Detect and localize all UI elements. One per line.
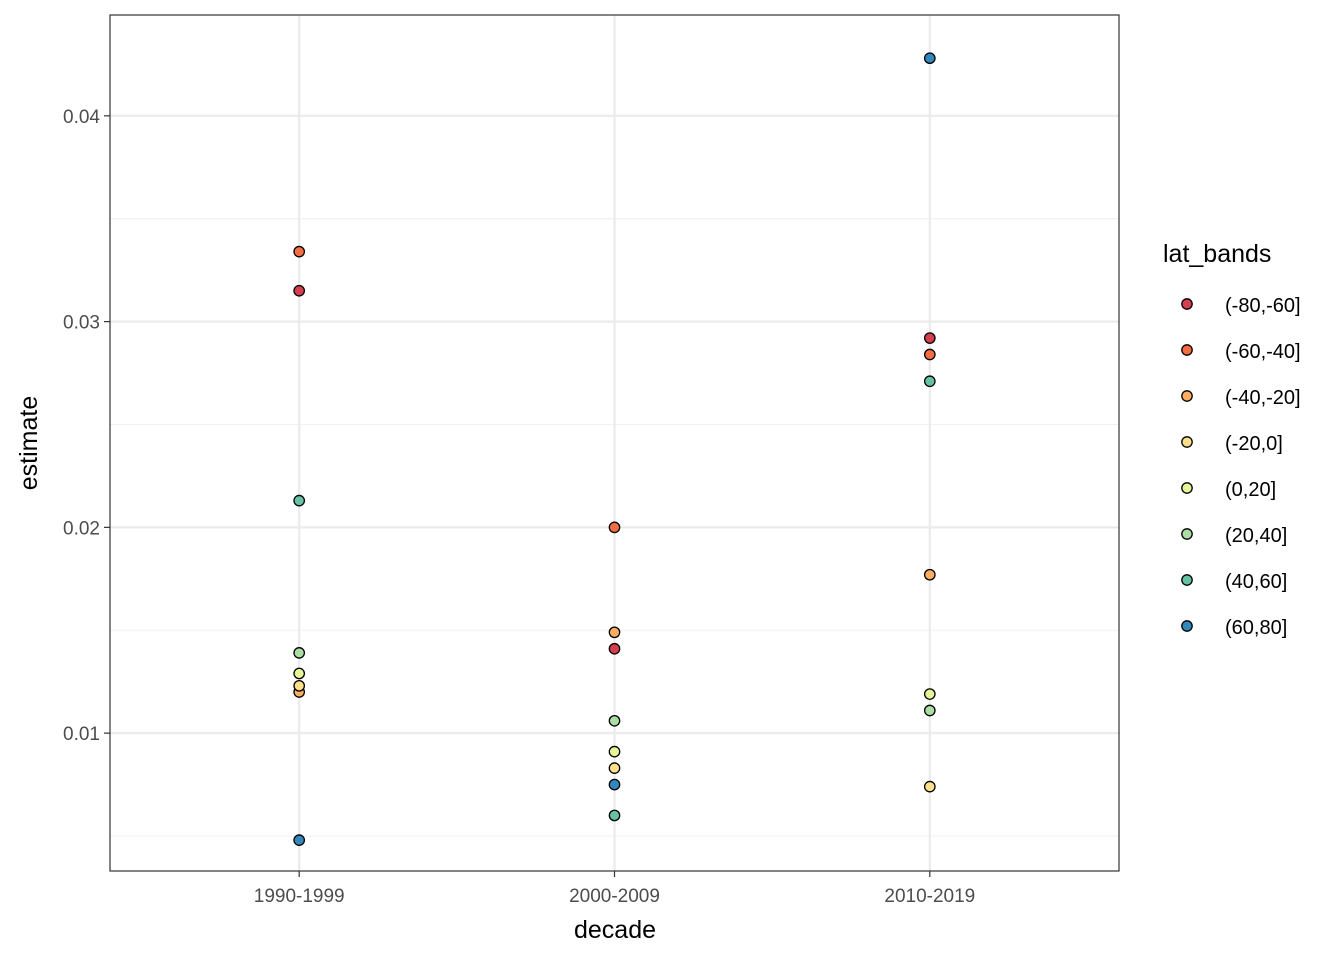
- data-point: [293, 245, 306, 258]
- x-axis-title: decade: [574, 916, 656, 944]
- legend-key: [1181, 390, 1193, 402]
- legend-key: [1181, 620, 1193, 632]
- data-point: [293, 494, 306, 507]
- x-tick-label: 2010-2019: [884, 886, 975, 907]
- legend-title: lat_bands: [1163, 240, 1271, 268]
- data-point: [608, 745, 621, 758]
- y-tick-label: 0.04: [63, 107, 100, 128]
- grid: [110, 15, 1119, 871]
- data-point: [923, 688, 936, 700]
- legend-label: (60,80]: [1225, 617, 1287, 639]
- legend-key: [1181, 574, 1193, 586]
- legend-label: (-20,0]: [1225, 433, 1283, 455]
- legend-label: (-60,-40]: [1225, 341, 1301, 363]
- data-point: [608, 809, 621, 822]
- legend-key: [1181, 298, 1193, 310]
- data-point: [293, 667, 306, 680]
- data-point: [293, 647, 306, 659]
- x-tick-label: 2000-2009: [569, 886, 660, 907]
- data-point: [923, 568, 936, 581]
- data-point: [608, 642, 621, 655]
- data-point: [608, 778, 621, 791]
- data-point: [923, 704, 936, 717]
- legend-key: [1181, 344, 1193, 356]
- data-point: [608, 762, 621, 774]
- legend: lat_bands (-80,-60] (-60,-40] (-40,-20] (-2…: [1163, 240, 1301, 639]
- data-point: [923, 780, 936, 793]
- legend-key: [1181, 528, 1193, 540]
- data-point: [293, 679, 306, 692]
- data-point: [608, 714, 621, 727]
- data-point: [293, 834, 306, 846]
- y-axis-title: estimate: [15, 396, 43, 490]
- y-tick-label: 0.03: [63, 313, 100, 334]
- legend-label: (-40,-20]: [1225, 387, 1301, 409]
- legend-label: (20,40]: [1225, 525, 1287, 547]
- x-tick-label: 1990-1999: [254, 886, 345, 907]
- data-points: [293, 52, 936, 846]
- y-tick-label: 0.02: [63, 518, 100, 539]
- data-point: [923, 52, 936, 65]
- legend-label: (-80,-60]: [1225, 295, 1301, 317]
- legend-label: (40,60]: [1225, 571, 1287, 593]
- legend-key: [1181, 436, 1193, 448]
- data-point: [608, 626, 621, 639]
- y-axis: 0.01 0.02 0.03 0.04: [63, 107, 110, 745]
- legend-label: (0,20]: [1225, 479, 1276, 501]
- y-tick-label: 0.01: [63, 724, 100, 745]
- data-point: [293, 284, 306, 297]
- data-point: [923, 375, 936, 388]
- x-axis: 1990-1999 2000-2009 2010-2019: [254, 871, 975, 907]
- data-point: [608, 521, 621, 534]
- data-point: [923, 332, 936, 344]
- data-point: [923, 348, 936, 361]
- legend-key: [1181, 482, 1193, 494]
